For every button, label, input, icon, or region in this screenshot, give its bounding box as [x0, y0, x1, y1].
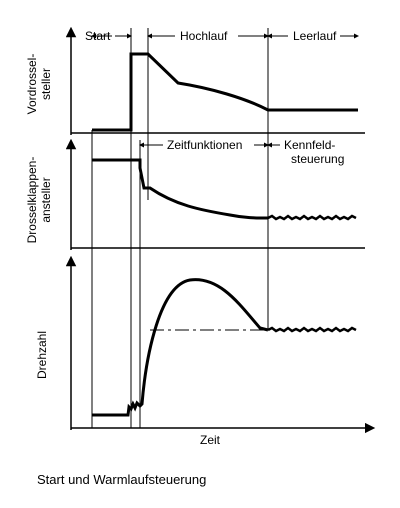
curve-vordrosselsteller [92, 52, 358, 132]
curve-drosselklappen-noise [267, 214, 357, 221]
phase-label-kennfeld-2: steuerung [291, 152, 344, 166]
phase-label-start: Start [85, 29, 111, 43]
curve-drehzahl [92, 278, 269, 417]
axis-label-vordrossel-2: steller [39, 68, 53, 100]
axis-label-zeit: Zeit [200, 433, 221, 447]
curve-drosselklappen [92, 158, 269, 220]
phase-label-zeitfunktionen: Zeitfunktionen [167, 138, 242, 152]
phase-label-kennfeld-1: Kennfeld- [284, 138, 335, 152]
curve-drehzahl-noise [267, 326, 357, 333]
axis-label-drosselklappen-1: Drosselklappen- [25, 157, 39, 244]
axis-label-drehzahl: Drehzahl [35, 331, 49, 379]
figure-caption: Start und Warmlaufsteuerung [37, 472, 207, 487]
axis-label-drosselklappen-2: ansteller [39, 177, 53, 222]
phase-label-hochlauf: Hochlauf [180, 29, 228, 43]
phase-label-leerlauf: Leerlauf [293, 29, 337, 43]
axis-label-vordrossel-1: Vordrossel- [25, 54, 39, 115]
